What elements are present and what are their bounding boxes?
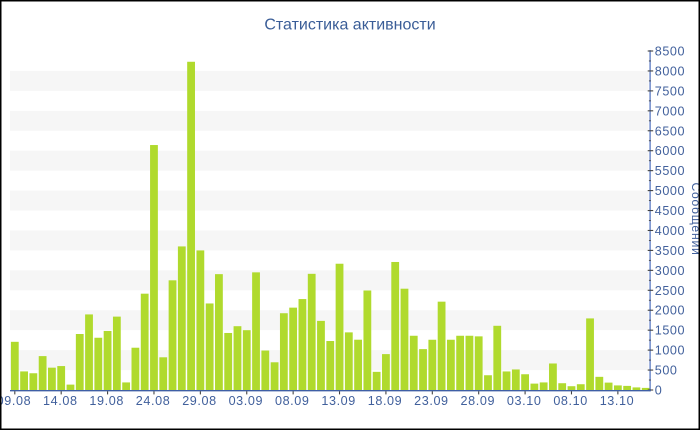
svg-text:23.09: 23.09: [414, 394, 449, 408]
svg-text:7000: 7000: [655, 104, 685, 118]
svg-text:Сообщений: Сообщений: [689, 182, 700, 255]
svg-text:28.09: 28.09: [461, 394, 496, 408]
svg-text:8000: 8000: [655, 64, 685, 78]
svg-text:1500: 1500: [655, 324, 685, 338]
svg-text:03.10: 03.10: [507, 394, 542, 408]
svg-text:14.08: 14.08: [43, 394, 78, 408]
svg-text:09.08: 09.08: [0, 394, 31, 408]
svg-text:2000: 2000: [655, 304, 685, 318]
svg-text:03.09: 03.09: [229, 394, 264, 408]
svg-text:6500: 6500: [655, 124, 685, 138]
svg-text:29.08: 29.08: [182, 394, 217, 408]
svg-text:2500: 2500: [655, 284, 685, 298]
svg-text:4000: 4000: [655, 224, 685, 238]
svg-text:3000: 3000: [655, 264, 685, 278]
svg-text:7500: 7500: [655, 84, 685, 98]
svg-text:5000: 5000: [655, 184, 685, 198]
svg-text:19.08: 19.08: [89, 394, 124, 408]
svg-text:5500: 5500: [655, 164, 685, 178]
svg-text:08.09: 08.09: [275, 394, 310, 408]
svg-text:13.10: 13.10: [600, 394, 635, 408]
svg-text:08.10: 08.10: [553, 394, 588, 408]
svg-text:4500: 4500: [655, 204, 685, 218]
svg-text:3500: 3500: [655, 244, 685, 258]
svg-text:1000: 1000: [655, 344, 685, 358]
svg-text:500: 500: [655, 364, 678, 378]
svg-text:8500: 8500: [655, 45, 685, 59]
svg-text:Статистика активности: Статистика активности: [264, 17, 435, 34]
svg-text:24.08: 24.08: [136, 394, 171, 408]
svg-text:0: 0: [655, 384, 663, 398]
svg-text:6000: 6000: [655, 144, 685, 158]
svg-text:13.09: 13.09: [321, 394, 356, 408]
svg-text:18.09: 18.09: [368, 394, 403, 408]
